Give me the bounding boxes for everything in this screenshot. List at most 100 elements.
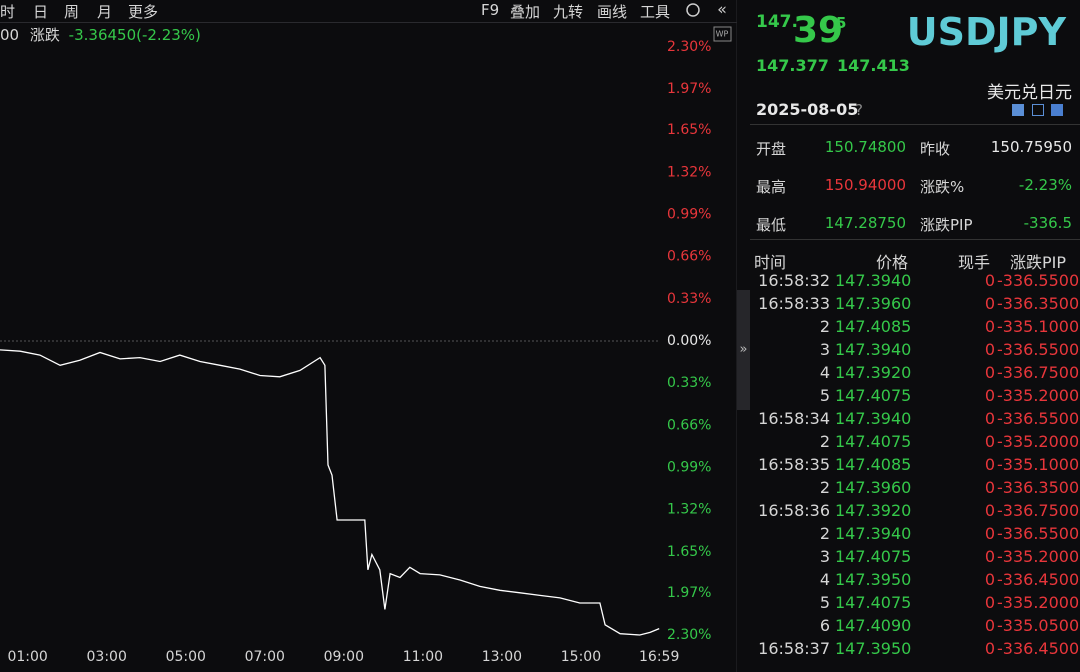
trade-change: -336.5500 bbox=[997, 524, 1080, 543]
trade-time: 5 bbox=[819, 593, 830, 612]
y-tick-label: 1.65% bbox=[667, 122, 711, 138]
stat-value: 150.74800 bbox=[824, 138, 906, 156]
stat-label: 昨收 bbox=[920, 140, 951, 158]
trade-price: 147.4075 bbox=[835, 386, 912, 405]
x-tick-label: 05:00 bbox=[166, 649, 206, 665]
trade-price: 147.3950 bbox=[835, 639, 912, 658]
trade-time: 3 bbox=[819, 547, 830, 566]
trade-volume: 0 bbox=[984, 432, 995, 451]
trade-time: 16:58:33 bbox=[758, 294, 830, 313]
trade-price: 147.3940 bbox=[835, 340, 912, 359]
y-tick-label: 2.30% bbox=[667, 627, 711, 643]
trade-time: 2 bbox=[819, 432, 830, 451]
trade-change: -336.3500 bbox=[997, 478, 1080, 497]
trade-change: -336.5500 bbox=[997, 271, 1080, 290]
trade-price: 147.4075 bbox=[835, 593, 912, 612]
trade-price: 147.3960 bbox=[835, 294, 912, 313]
toolbar-button[interactable]: 叠加 bbox=[510, 3, 541, 21]
trades-header: 涨跌PIP bbox=[1010, 253, 1067, 272]
price-line bbox=[0, 349, 660, 636]
x-tick-label: 15:00 bbox=[561, 649, 601, 665]
price-head: 147. bbox=[756, 12, 798, 32]
trade-price: 147.3940 bbox=[835, 524, 912, 543]
y-tick-label: 0.99% bbox=[667, 206, 711, 222]
toolbar-button: 日 bbox=[33, 3, 49, 21]
trade-volume: 0 bbox=[984, 570, 995, 589]
y-tick-label: 1.97% bbox=[667, 585, 711, 601]
symbol: USDJPY bbox=[906, 10, 1066, 54]
collapse-icon[interactable]: « bbox=[717, 0, 727, 19]
toolbar-button[interactable]: F9 bbox=[481, 1, 500, 19]
trade-time: 16:58:32 bbox=[758, 271, 830, 290]
panel-handle[interactable]: » bbox=[737, 290, 750, 410]
y-tick-label: 0.66% bbox=[667, 249, 711, 265]
x-tick-label: 16:59 bbox=[639, 649, 679, 665]
trade-volume: 0 bbox=[984, 547, 995, 566]
trade-change: -335.2000 bbox=[997, 386, 1080, 405]
toolbar-button: 周 bbox=[64, 3, 80, 21]
stat-label: 最低 bbox=[756, 216, 787, 234]
trade-price: 147.3940 bbox=[835, 271, 912, 290]
trade-volume: 0 bbox=[984, 524, 995, 543]
trade-change: -335.2000 bbox=[997, 593, 1080, 612]
stat-value: 150.75950 bbox=[990, 138, 1072, 156]
y-tick-label: 0.33% bbox=[667, 291, 711, 307]
x-tick-label: 01:00 bbox=[7, 649, 47, 665]
trade-volume: 0 bbox=[984, 317, 995, 336]
trade-time: 4 bbox=[819, 363, 830, 382]
edit-icon[interactable] bbox=[1012, 104, 1024, 116]
y-tick-label: 1.65% bbox=[667, 544, 711, 560]
toolbar: 时日周月更多 F9 叠加 九转 画线 工具 bbox=[0, 0, 737, 23]
wp-icon-text: WP bbox=[716, 30, 729, 39]
price-tail: 5 bbox=[836, 14, 847, 32]
x-tick-label: 09:00 bbox=[324, 649, 364, 665]
stat-label: 开盘 bbox=[756, 140, 787, 158]
ask: 147.413 bbox=[837, 56, 910, 75]
trade-change: -336.7500 bbox=[997, 363, 1080, 382]
trade-price: 147.4085 bbox=[835, 317, 912, 336]
stat-label: 涨跌PIP bbox=[920, 216, 973, 234]
wp-icon[interactable] bbox=[713, 26, 732, 42]
toolbar-button: 时 bbox=[0, 3, 16, 21]
x-tick-label: 13:00 bbox=[482, 649, 522, 665]
quote-prefix: 00 bbox=[0, 26, 20, 44]
trade-time: 4 bbox=[819, 570, 830, 589]
trade-change: -336.4500 bbox=[997, 639, 1080, 658]
window-icon[interactable] bbox=[1032, 104, 1044, 116]
trades-header: 现手 bbox=[958, 253, 991, 272]
settings-icon[interactable] bbox=[686, 3, 700, 17]
trade-change: -336.4500 bbox=[997, 570, 1080, 589]
add-icon[interactable] bbox=[1051, 104, 1063, 116]
stat-label: 涨跌% bbox=[920, 178, 965, 196]
stat-value: -2.23% bbox=[1018, 176, 1072, 194]
trade-time: 16:58:37 bbox=[758, 639, 830, 658]
trade-time: 16:58:34 bbox=[758, 409, 830, 428]
y-tick-label: 1.32% bbox=[667, 164, 711, 180]
help[interactable]: ? bbox=[855, 101, 863, 119]
toolbar-button[interactable]: 工具 bbox=[640, 3, 671, 21]
trade-change: -335.0500 bbox=[997, 616, 1080, 635]
quote-bar: 00 涨跌 -3.36450(-2.23%) bbox=[0, 24, 201, 45]
trade-time: 16:58:36 bbox=[758, 501, 830, 520]
x-tick-label: 07:00 bbox=[245, 649, 285, 665]
trade-time: 3 bbox=[819, 340, 830, 359]
y-tick-label: 0.99% bbox=[667, 460, 711, 476]
trade-volume: 0 bbox=[984, 363, 995, 382]
quote-panel: 147. 39 5 147.377 147.413 USDJPY 美元兑日元 2… bbox=[750, 0, 1080, 672]
trade-volume: 0 bbox=[984, 639, 995, 658]
toolbar-button[interactable]: 画线 bbox=[597, 3, 628, 21]
quote-change: -3.36450(-2.23%) bbox=[68, 26, 201, 44]
trade-time: 5 bbox=[819, 386, 830, 405]
bid: 147.377 bbox=[756, 56, 829, 75]
toolbar-button: 更多 bbox=[128, 3, 159, 21]
trade-volume: 0 bbox=[984, 340, 995, 359]
toolbar-button: 月 bbox=[97, 3, 113, 21]
trade-time: 2 bbox=[819, 317, 830, 336]
trade-price: 147.4085 bbox=[835, 455, 912, 474]
trade-change: -335.2000 bbox=[997, 432, 1080, 451]
toolbar-button[interactable]: 九转 bbox=[553, 3, 584, 21]
price-big: 39 bbox=[793, 10, 844, 51]
trade-volume: 0 bbox=[984, 455, 995, 474]
trades-header: 时间 bbox=[754, 253, 787, 272]
trade-volume: 0 bbox=[984, 616, 995, 635]
